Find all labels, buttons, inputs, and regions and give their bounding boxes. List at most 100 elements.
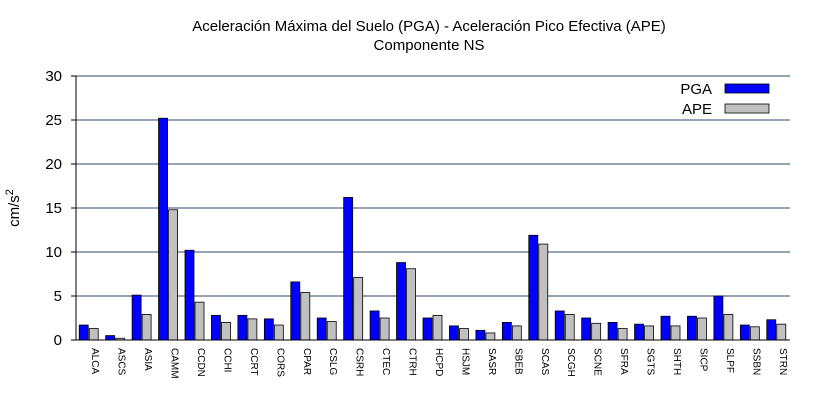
bar-ape-alca: [88, 328, 99, 341]
chart-title: Aceleración Máxima del Suelo (PGA) - Ace…: [192, 18, 666, 35]
x-tick-label: ASIA: [142, 348, 153, 371]
x-tick-label: SICP: [697, 348, 708, 372]
x-tick-label: ALCA: [89, 348, 100, 374]
bar-ape-ccrt: [247, 318, 258, 341]
bar-ape-csrh: [353, 277, 364, 341]
x-tick-label: CORS: [274, 348, 285, 377]
x-tick-label: CSRH: [354, 348, 365, 376]
bar-pga-cchi: [211, 314, 221, 341]
x-tick-label: SFRA: [618, 348, 629, 375]
bar-ape-ctrh: [406, 268, 416, 341]
y-tick-label: 0: [54, 332, 62, 349]
bar-ape-cchi: [221, 321, 231, 341]
y-tick-label: 20: [45, 156, 62, 173]
chart-subtitle: Componente NS: [374, 37, 485, 54]
bar-pga-scas: [528, 234, 539, 341]
bar-pga-cslg: [316, 317, 327, 341]
bar-pga-alca: [78, 324, 89, 341]
x-tick-label: CCDN: [195, 348, 206, 377]
bar-pga-scgh: [554, 310, 565, 341]
bar-ape-ssbn: [749, 326, 760, 341]
bar-ape-cors: [273, 324, 284, 341]
bar-pga-csrh: [343, 197, 354, 341]
legend-swatch-ape: [724, 103, 770, 114]
x-tick-label: HSJM: [459, 348, 470, 375]
bar-pga-strn: [766, 319, 777, 341]
bars: [78, 117, 787, 341]
x-tick-label: SCAS: [539, 348, 550, 376]
bar-pga-hsjm: [449, 325, 459, 341]
bar-pga-sasr: [475, 329, 486, 341]
x-tick-label: STRN: [777, 348, 788, 375]
bar-pga-ccdn: [184, 249, 195, 341]
bar-ape-shth: [670, 325, 681, 341]
bar-pga-camm: [158, 117, 168, 341]
bar-pga-cpar: [290, 281, 301, 341]
x-tick-labels: ALCA ASCS ASIA CAMM CCDN CCHI CCRT CORS CPAR CSLG…: [89, 348, 788, 379]
x-tick-label: CPAR: [301, 348, 312, 375]
bar-ape-scne: [591, 322, 602, 341]
x-tick-label: CCRT: [248, 348, 259, 376]
bar-pga-sgts: [634, 323, 644, 341]
x-tick-label: HCPD: [433, 348, 444, 376]
x-tick-label: SBEB: [512, 348, 523, 375]
x-tick-label: CCHI: [221, 348, 232, 372]
bar-ape-camm: [168, 209, 178, 341]
bar-pga-asia: [131, 294, 142, 341]
y-tick-label: 10: [45, 244, 62, 261]
bar-pga-scne: [581, 317, 592, 341]
bar-pga-cors: [263, 318, 274, 341]
bar-ape-strn: [776, 323, 787, 341]
grid-lines: [76, 75, 790, 297]
bar-ape-sfra: [617, 328, 628, 341]
bar-pga-ctrh: [396, 262, 406, 341]
bar-pga-hcpd: [422, 317, 433, 341]
y-tick-label: 5: [54, 288, 62, 305]
y-tick-label: 15: [45, 200, 62, 217]
bar-ape-scas: [538, 243, 549, 341]
bar-pga-ssbn: [739, 324, 750, 341]
x-tick-label: SGTS: [645, 348, 656, 376]
bar-ape-sicp: [697, 317, 707, 341]
bar-ape-sasr: [485, 332, 496, 341]
bar-ape-ccdn: [194, 301, 205, 341]
x-tick-label: CTRH: [407, 348, 418, 376]
y-axis-label: cm/s2: [4, 189, 23, 227]
bar-pga-ctec: [369, 310, 380, 341]
bar-ape-asia: [141, 314, 152, 341]
bar-pga-sicp: [687, 315, 697, 341]
bar-ape-ctec: [379, 317, 390, 341]
x-tick-label: SLPF: [724, 348, 735, 373]
bar-pga-shth: [660, 315, 671, 341]
bar-ape-sbeb: [511, 325, 522, 341]
y-tick-label: 30: [45, 68, 62, 85]
bar-pga-ccrt: [237, 314, 248, 341]
x-tick-label: SASR: [486, 348, 497, 375]
bar-ape-scgh: [564, 314, 575, 341]
bar-ape-hcpd: [432, 314, 443, 341]
x-tick-label: CTEC: [380, 348, 391, 375]
x-tick-label: SCGH: [565, 348, 576, 377]
bar-ape-slpf: [723, 314, 734, 341]
legend-label-pga: PGA: [680, 81, 712, 98]
legend: PGA APE: [680, 81, 770, 118]
x-tick-label: ASCS: [116, 348, 127, 376]
x-tick-label: CSLG: [327, 348, 338, 375]
bar-ape-hsjm: [459, 328, 469, 341]
y-axis-label-base: cm/s: [6, 195, 23, 227]
x-tick-label: SCNE: [592, 348, 603, 376]
legend-label-ape: APE: [682, 101, 712, 118]
x-tick-label: CAMM: [169, 348, 180, 379]
x-tick-label: SHTH: [671, 348, 682, 375]
bar-ape-sgts: [644, 325, 654, 341]
axes: [71, 75, 790, 341]
y-axis-label-superscript: 2: [4, 189, 16, 195]
bar-pga-sbeb: [501, 321, 512, 341]
y-tick-labels: 0 5 10 15 20 25 30: [45, 68, 62, 349]
bar-ape-cpar: [300, 292, 311, 341]
legend-swatch-pga: [724, 83, 770, 94]
bar-pga-sfra: [607, 321, 618, 341]
bar-pga-ascs: [105, 335, 116, 341]
